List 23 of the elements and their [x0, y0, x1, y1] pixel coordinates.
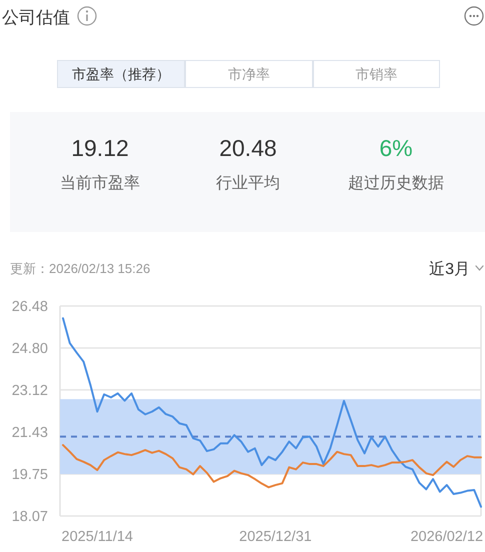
text: 更新：2026/02/13 15:26	[10, 261, 150, 276]
y-tick-label: 18.07	[12, 509, 48, 525]
x-tick-label: 2025/11/14	[62, 529, 134, 545]
y-tick-label: 19.75	[12, 467, 48, 484]
x-tick-label: 2026/02/12	[410, 529, 484, 545]
y-tick-label: 23.12	[12, 382, 48, 399]
line-series	[62, 444, 482, 488]
tab: 市销率	[313, 60, 440, 88]
tab: 市盈率（推荐）	[57, 60, 185, 88]
text: 超过历史数据	[348, 174, 444, 192]
text: 19.12	[71, 135, 129, 161]
y-tick-label: 24.80	[12, 340, 48, 357]
y-tick-label: 26.48	[12, 299, 48, 315]
chart-title: 公司估值	[2, 8, 70, 27]
text: 当前市盈率	[60, 174, 140, 192]
line-series	[62, 317, 482, 508]
tab: 市净率	[185, 60, 313, 88]
text: 20.48	[219, 135, 277, 161]
x-tick-label: 2025/12/31	[239, 529, 312, 545]
text: 行业平均	[216, 174, 280, 192]
text: 6%	[379, 135, 413, 161]
dropdown: 近3月	[429, 261, 484, 278]
y-tick-label: 21.43	[12, 425, 48, 442]
